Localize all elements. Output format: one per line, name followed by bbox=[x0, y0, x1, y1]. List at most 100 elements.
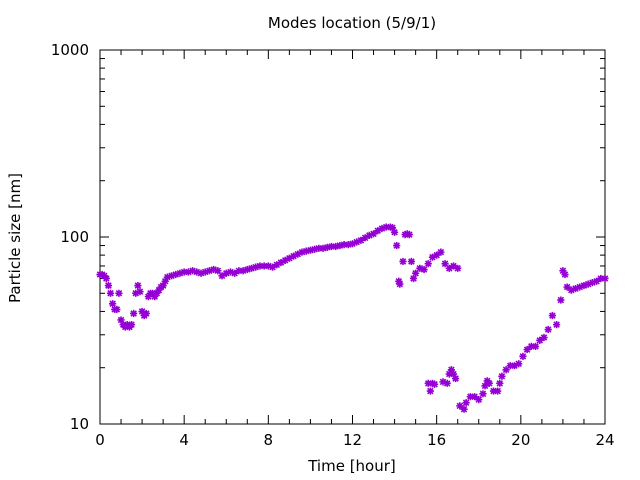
data-point bbox=[510, 362, 519, 370]
data-point bbox=[109, 300, 117, 308]
data-point bbox=[294, 250, 302, 258]
data-point bbox=[390, 228, 399, 236]
x-tick-label: 4 bbox=[179, 431, 189, 449]
x-tick-label: 24 bbox=[595, 431, 614, 449]
data-point bbox=[424, 260, 432, 268]
data-point bbox=[319, 244, 327, 252]
data-point bbox=[117, 316, 125, 324]
data-point bbox=[130, 309, 138, 318]
x-tick-label: 0 bbox=[95, 431, 105, 449]
data-point bbox=[430, 380, 439, 388]
data-point bbox=[172, 270, 180, 279]
chart-title: Modes location (5/9/1) bbox=[268, 14, 436, 32]
data-point bbox=[441, 260, 449, 268]
data-point bbox=[167, 272, 176, 280]
data-point bbox=[580, 281, 588, 290]
data-point bbox=[498, 372, 506, 380]
data-point bbox=[393, 241, 401, 250]
data-point bbox=[138, 307, 146, 316]
data-point bbox=[592, 277, 601, 285]
data-point bbox=[144, 293, 152, 301]
data-point bbox=[494, 387, 502, 395]
data-point bbox=[281, 256, 289, 264]
data-point bbox=[239, 267, 247, 275]
data-point bbox=[378, 224, 386, 233]
data-point bbox=[357, 236, 365, 244]
axis-ticks bbox=[99, 49, 606, 425]
data-point bbox=[115, 289, 123, 297]
data-point bbox=[302, 247, 310, 255]
data-point bbox=[426, 387, 434, 395]
data-point bbox=[536, 336, 544, 344]
data-point bbox=[452, 374, 460, 383]
data-point bbox=[388, 224, 397, 232]
data-point bbox=[134, 281, 142, 290]
data-point bbox=[176, 269, 184, 277]
data-point bbox=[399, 257, 407, 266]
data-point bbox=[374, 227, 382, 235]
data-point bbox=[412, 269, 420, 277]
data-point bbox=[502, 366, 510, 374]
data-point bbox=[382, 223, 390, 231]
data-point bbox=[437, 248, 445, 256]
data-point bbox=[243, 265, 251, 274]
data-point bbox=[298, 248, 306, 256]
data-point bbox=[460, 405, 468, 413]
y-tick-label: 10 bbox=[70, 415, 89, 433]
data-point bbox=[470, 393, 479, 401]
data-point bbox=[439, 378, 447, 386]
data-point bbox=[336, 241, 344, 250]
data-point bbox=[306, 246, 315, 254]
data-point bbox=[449, 262, 458, 270]
data-point bbox=[210, 265, 218, 274]
data-points bbox=[96, 223, 609, 413]
data-point bbox=[519, 352, 527, 360]
data-point bbox=[405, 230, 413, 239]
data-point bbox=[576, 283, 584, 291]
data-point bbox=[273, 261, 281, 269]
data-point bbox=[548, 311, 556, 320]
x-axis-label: Time [hour] bbox=[307, 457, 396, 475]
data-point bbox=[340, 241, 348, 249]
data-point bbox=[409, 274, 418, 283]
data-point bbox=[445, 264, 453, 272]
data-point bbox=[184, 268, 192, 276]
data-point bbox=[479, 390, 487, 398]
data-point bbox=[315, 244, 323, 252]
data-point bbox=[496, 379, 504, 387]
data-point bbox=[264, 262, 272, 270]
data-point bbox=[247, 264, 256, 272]
data-point bbox=[571, 284, 580, 293]
y-axis-label: Particle size [nm] bbox=[6, 173, 24, 303]
y-tick-label: 100 bbox=[60, 228, 89, 246]
data-point bbox=[332, 242, 340, 251]
data-point bbox=[188, 267, 197, 275]
data-point bbox=[365, 231, 373, 239]
data-point bbox=[466, 393, 474, 401]
data-point bbox=[601, 274, 609, 283]
data-point bbox=[344, 241, 352, 249]
data-point bbox=[420, 265, 428, 274]
data-point bbox=[163, 273, 171, 281]
data-point bbox=[205, 267, 214, 275]
data-point bbox=[597, 274, 605, 283]
data-point bbox=[395, 277, 403, 285]
data-point bbox=[396, 280, 404, 288]
plot-frame bbox=[99, 49, 606, 425]
data-point bbox=[136, 288, 144, 296]
data-point bbox=[104, 281, 113, 290]
data-point bbox=[102, 274, 110, 283]
data-point bbox=[424, 379, 432, 387]
data-point bbox=[369, 230, 378, 238]
data-point bbox=[443, 379, 451, 387]
x-tick-label: 8 bbox=[264, 431, 274, 449]
data-point bbox=[475, 396, 483, 404]
data-point bbox=[180, 268, 188, 276]
data-point bbox=[127, 321, 136, 329]
x-tick-label: 20 bbox=[511, 431, 530, 449]
data-point bbox=[481, 382, 489, 390]
data-point bbox=[268, 263, 277, 271]
data-point bbox=[557, 296, 565, 304]
data-point bbox=[361, 234, 369, 242]
data-point bbox=[132, 289, 140, 297]
